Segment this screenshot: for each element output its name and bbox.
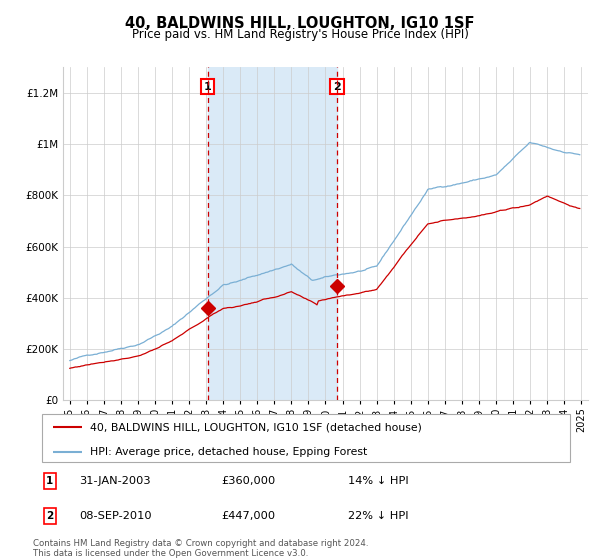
Text: 22% ↓ HPI: 22% ↓ HPI xyxy=(348,511,409,521)
Text: 08-SEP-2010: 08-SEP-2010 xyxy=(79,511,152,521)
Text: £360,000: £360,000 xyxy=(221,476,276,486)
Text: 31-JAN-2003: 31-JAN-2003 xyxy=(79,476,151,486)
Text: 40, BALDWINS HILL, LOUGHTON, IG10 1SF: 40, BALDWINS HILL, LOUGHTON, IG10 1SF xyxy=(125,16,475,31)
Text: 2: 2 xyxy=(46,511,53,521)
Text: 14% ↓ HPI: 14% ↓ HPI xyxy=(348,476,409,486)
Bar xyxy=(208,67,337,400)
Text: £447,000: £447,000 xyxy=(221,511,275,521)
Text: 1: 1 xyxy=(46,476,53,486)
Text: Price paid vs. HM Land Registry's House Price Index (HPI): Price paid vs. HM Land Registry's House … xyxy=(131,28,469,41)
Text: 2: 2 xyxy=(333,82,341,92)
FancyBboxPatch shape xyxy=(42,414,570,462)
Text: 40, BALDWINS HILL, LOUGHTON, IG10 1SF (detached house): 40, BALDWINS HILL, LOUGHTON, IG10 1SF (d… xyxy=(89,422,421,432)
Text: HPI: Average price, detached house, Epping Forest: HPI: Average price, detached house, Eppi… xyxy=(89,446,367,456)
Text: Contains HM Land Registry data © Crown copyright and database right 2024.
This d: Contains HM Land Registry data © Crown c… xyxy=(33,539,368,558)
Text: 1: 1 xyxy=(203,82,211,92)
